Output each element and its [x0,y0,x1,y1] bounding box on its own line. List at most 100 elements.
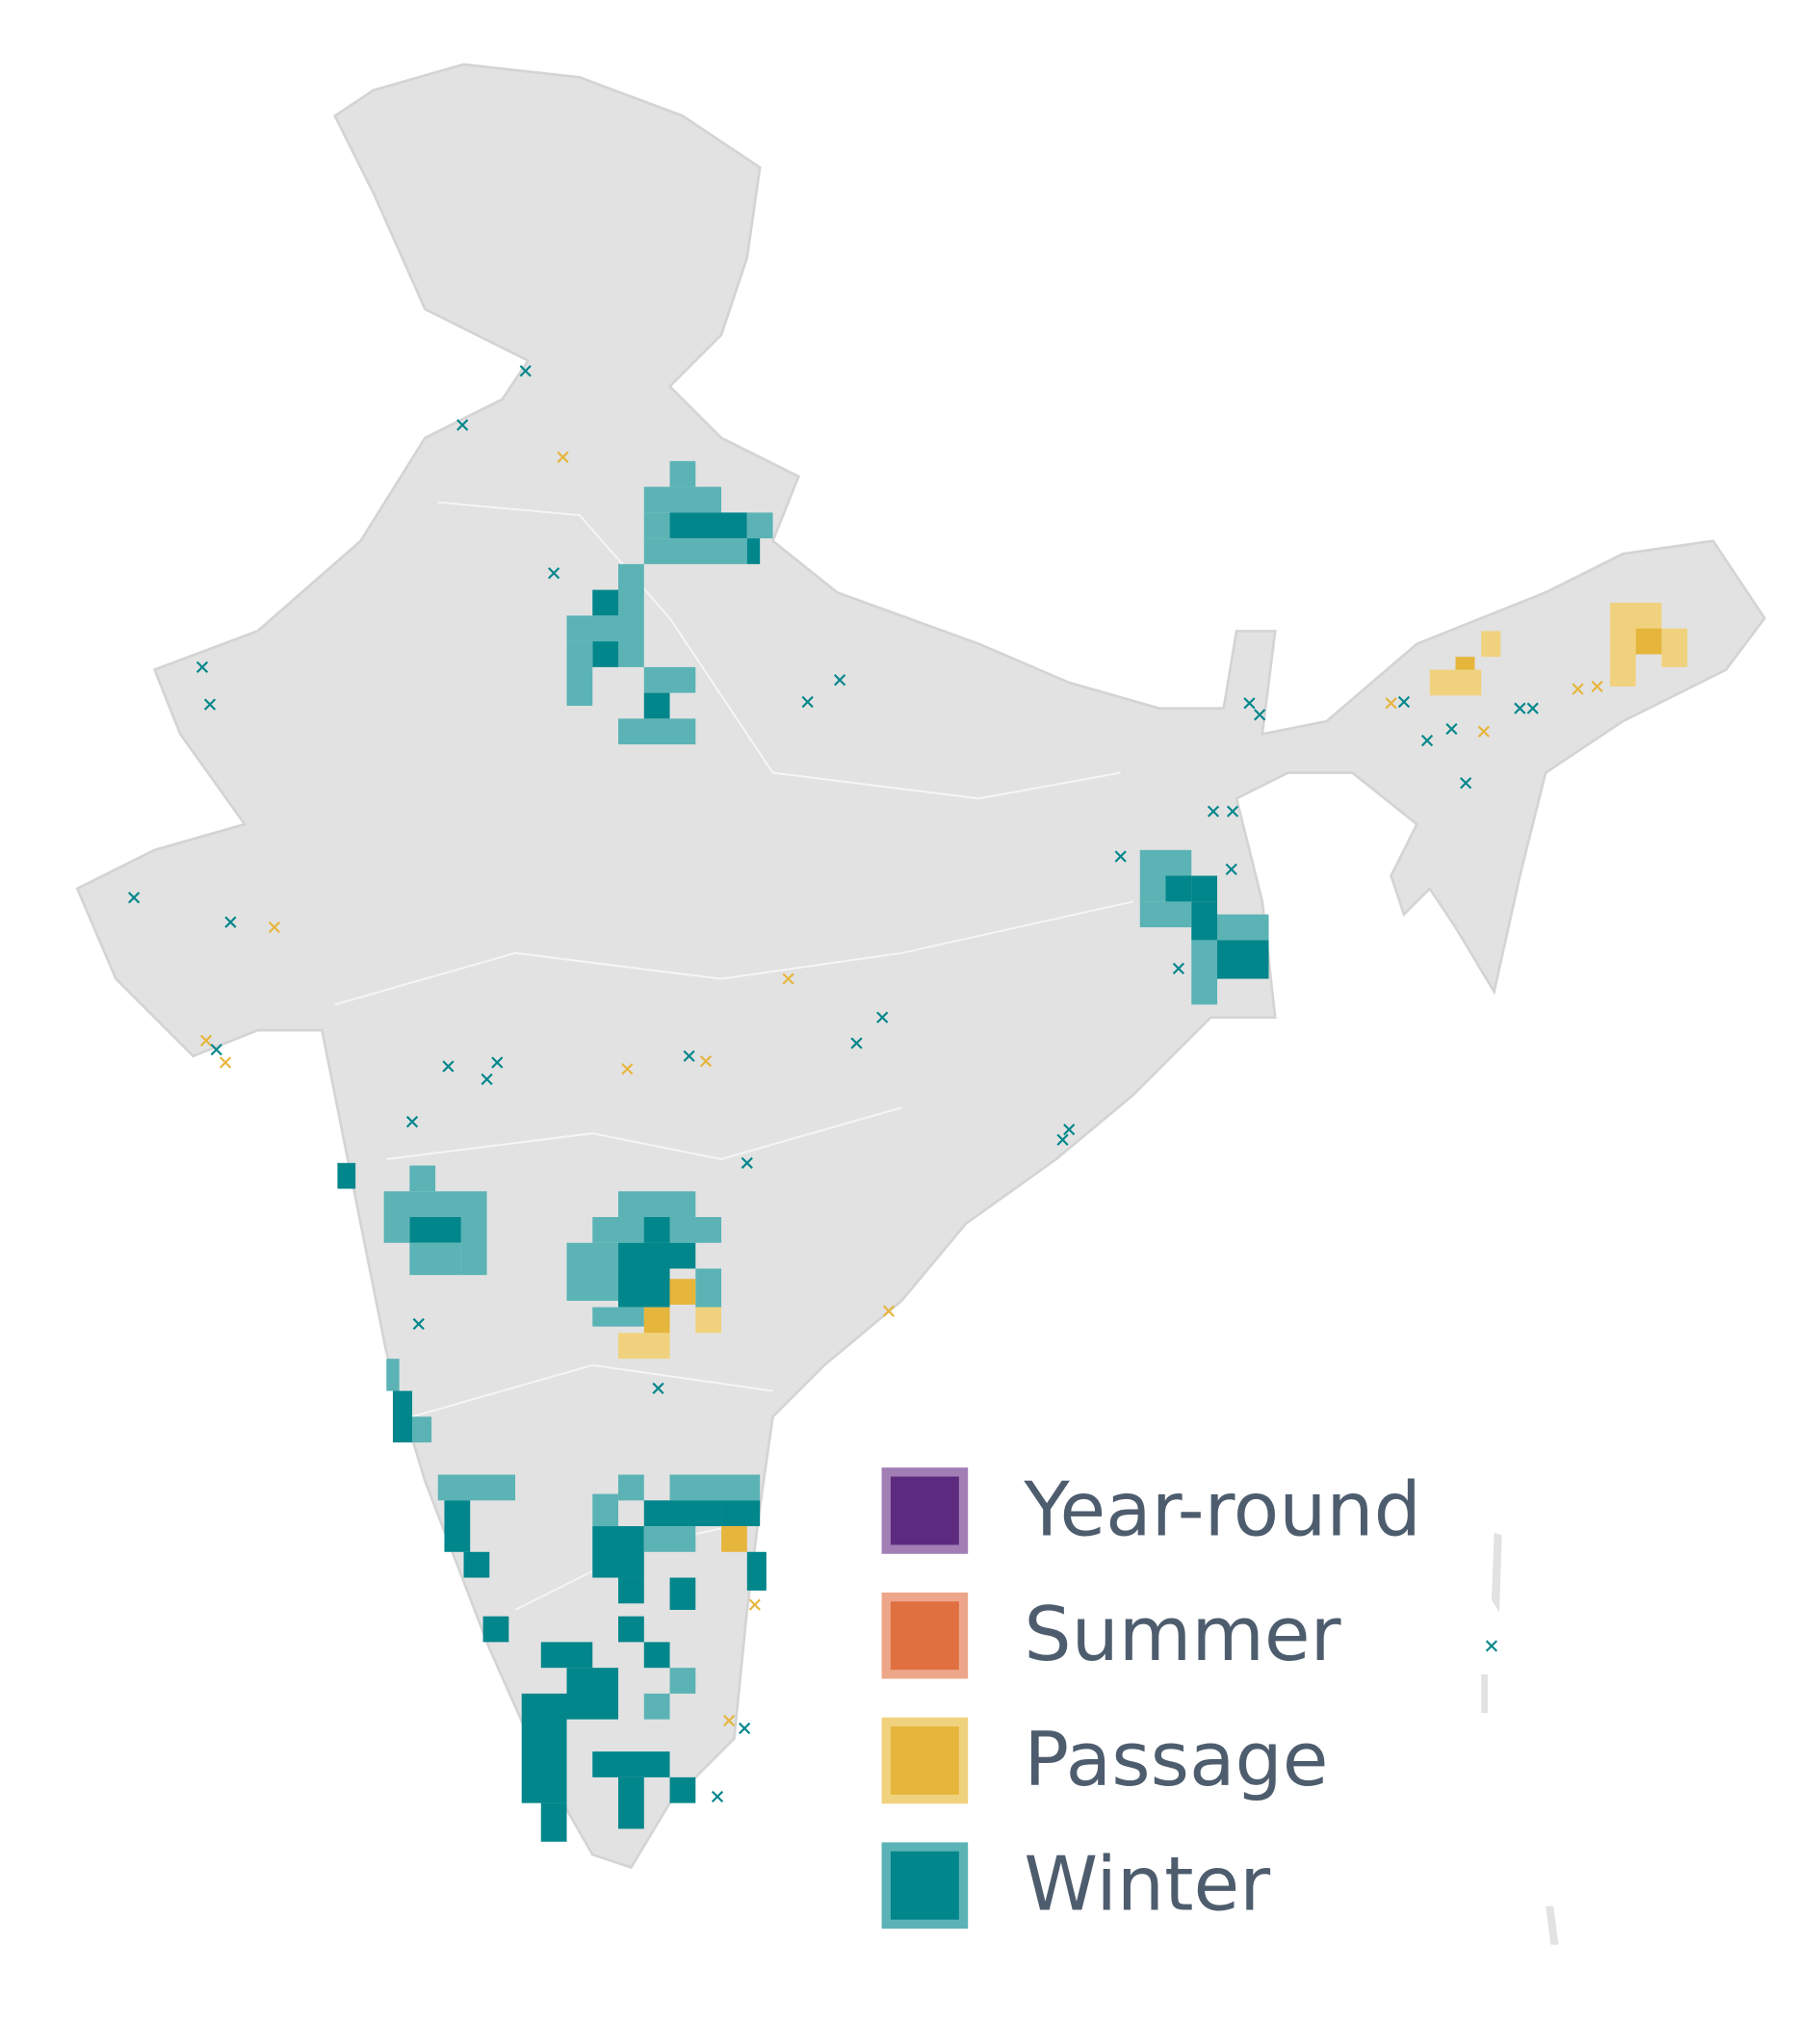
range-cell [1191,940,1218,1005]
range-cell [383,1217,410,1243]
range-cell [386,1359,400,1391]
range-cell [1217,914,1269,941]
sighting-marker [748,1598,761,1611]
range-cell [618,1191,696,1218]
range-cell [592,1751,670,1777]
legend-swatch [881,1717,969,1804]
islands [1481,1532,1559,1945]
range-cell [618,563,644,667]
range-cell [618,1577,644,1604]
sighting-marker [711,1790,724,1803]
legend-label: Passage [1024,1717,1328,1803]
range-cells [337,460,1688,1842]
range-cell [643,1526,696,1552]
sighting-marker [442,1060,455,1073]
range-cell [1217,940,1269,979]
range-cell [643,1217,670,1243]
range-cell [383,1191,487,1218]
range-cell [669,512,747,539]
range-cell [643,512,670,539]
legend-swatch [881,1467,969,1554]
range-cell [695,1307,722,1334]
country-outline [75,63,1767,1870]
legend-label: Winter [1024,1842,1270,1929]
range-cell [592,1493,619,1527]
sighting-marker [199,1034,213,1047]
range-cell [746,1551,767,1591]
sighting-marker [557,451,569,463]
range-cell [643,1307,670,1334]
sighting-marker [1056,1133,1069,1146]
range-cell [618,1268,670,1308]
range-cell [566,641,593,706]
sighting-marker [224,916,237,928]
sighting-marker [1207,805,1220,817]
sighting-marker [699,1055,713,1068]
sighting-marker [548,567,560,580]
state-borders [334,501,1134,1611]
sighting-marker [833,674,846,687]
range-cell [695,1268,722,1308]
sighting-marker [456,419,469,431]
sighting-marker [1226,805,1239,817]
sighting-marker [1514,702,1526,714]
legend-label: Summer [1024,1592,1340,1678]
legend-label: Year-round [1023,1466,1420,1553]
range-cell [482,1616,509,1643]
sighting-marker [1254,709,1266,721]
range-cell [669,1668,696,1694]
sighting-marker [782,972,794,985]
range-cell [409,1165,436,1192]
range-cell [746,538,761,564]
range-cell [463,1551,490,1578]
sighting-marker [1445,722,1458,736]
sighting-markers [128,365,1603,1803]
sighting-marker [203,698,217,711]
range-cell [540,1642,593,1669]
range-cell [592,1526,644,1578]
range-cell [592,1307,644,1327]
sighting-marker [722,1714,736,1727]
sighting-marker [1477,725,1490,738]
range-cell [1661,628,1688,667]
sighting-marker [1225,863,1237,875]
range-cell [566,1242,619,1301]
range-cell [746,512,773,539]
range-cell [1165,875,1192,902]
range-cell [618,718,696,745]
range-cell [643,486,722,513]
sighting-marker [405,1115,419,1128]
sighting-marker [1114,850,1127,863]
range-cell [643,1500,722,1527]
sighting-marker [412,1317,425,1331]
range-cell [618,1474,644,1501]
sighting-marker [652,1382,664,1395]
sighting-marker [1172,962,1184,974]
sighting-marker [621,1063,634,1076]
range-cell [409,1242,461,1276]
range-cell [1191,901,1218,941]
range-cell [592,641,619,667]
sighting-marker [1572,683,1584,695]
sighting-marker [1243,697,1256,710]
range-cell [643,538,747,564]
range-cell [618,1616,644,1643]
range-cell [669,1776,696,1803]
sighting-marker [268,920,281,934]
range-cell [521,1693,567,1803]
range-cell [460,1217,487,1276]
range-cell [643,1642,670,1669]
sighting-marker [1526,702,1539,714]
range-cell [337,1162,356,1189]
sighting-marker [1485,1640,1498,1652]
sighting-marker [1063,1123,1076,1136]
sighting-marker [741,1156,753,1169]
range-cell [1635,628,1662,655]
sighting-marker [1397,695,1411,709]
range-cell [618,1333,670,1360]
range-cell [721,1500,761,1527]
sighting-marker [1420,735,1434,747]
range-cell [669,1279,696,1305]
range-cell [1139,901,1192,928]
